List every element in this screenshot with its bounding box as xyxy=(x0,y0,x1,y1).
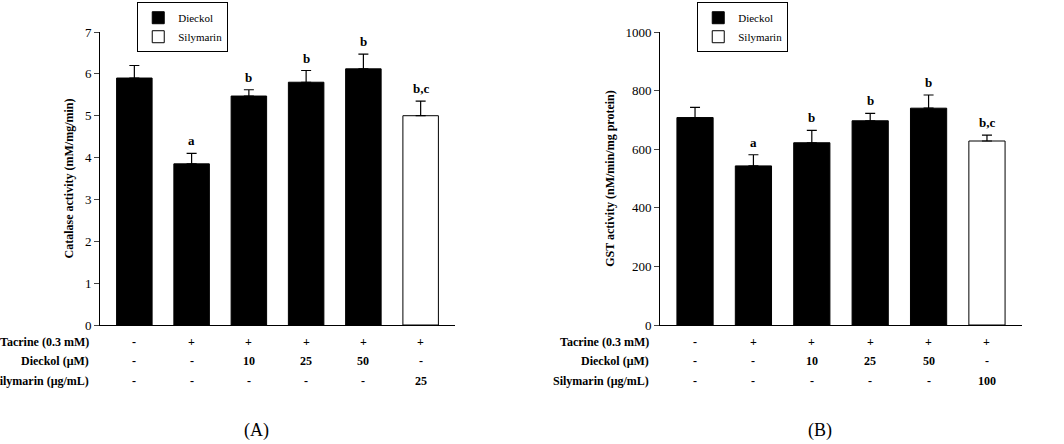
svg-text:b: b xyxy=(360,34,367,49)
svg-text:-: - xyxy=(132,374,136,388)
svg-text:Tacrine (0.3 mM): Tacrine (0.3 mM) xyxy=(0,335,89,349)
svg-text:0: 0 xyxy=(85,318,92,333)
svg-text:-: - xyxy=(304,374,308,388)
svg-text:b,c: b,c xyxy=(979,115,995,130)
svg-text:-: - xyxy=(693,335,697,349)
svg-text:25: 25 xyxy=(300,354,312,368)
svg-text:+: + xyxy=(417,335,424,349)
svg-text:-: - xyxy=(190,374,194,388)
svg-text:-: - xyxy=(132,335,136,349)
svg-text:Silymarin: Silymarin xyxy=(738,31,782,43)
svg-text:3: 3 xyxy=(85,192,92,207)
svg-text:(B): (B) xyxy=(808,420,832,441)
svg-text:Tacrine (0.3 mM): Tacrine (0.3 mM) xyxy=(560,335,649,349)
svg-text:800: 800 xyxy=(632,83,652,98)
svg-text:7: 7 xyxy=(85,25,92,40)
svg-text:25: 25 xyxy=(864,354,876,368)
svg-text:Silymarin (μg/mL): Silymarin (μg/mL) xyxy=(553,374,649,388)
svg-text:10: 10 xyxy=(806,354,818,368)
svg-text:a: a xyxy=(750,135,757,150)
svg-text:Silymarin: Silymarin xyxy=(178,31,222,43)
svg-text:a: a xyxy=(188,133,195,148)
svg-text:-: - xyxy=(751,354,755,368)
svg-text:+: + xyxy=(360,335,367,349)
svg-text:0: 0 xyxy=(645,318,652,333)
svg-text:5: 5 xyxy=(85,108,92,123)
svg-text:b,c: b,c xyxy=(413,81,429,96)
svg-text:1000: 1000 xyxy=(625,25,651,40)
svg-text:-: - xyxy=(868,374,872,388)
svg-text:Catalase activity (mM/mg/min): Catalase activity (mM/mg/min) xyxy=(62,99,76,259)
svg-text:400: 400 xyxy=(632,200,652,215)
svg-text:Dieckol: Dieckol xyxy=(738,12,773,24)
svg-text:(A): (A) xyxy=(244,420,269,441)
svg-text:-: - xyxy=(927,374,931,388)
svg-text:6: 6 xyxy=(85,66,92,81)
svg-text:-: - xyxy=(985,354,989,368)
svg-text:200: 200 xyxy=(632,259,652,274)
svg-text:+: + xyxy=(808,335,815,349)
svg-text:Silymarin (μg/mL): Silymarin (μg/mL) xyxy=(0,374,89,388)
svg-text:+: + xyxy=(983,335,990,349)
svg-text:-: - xyxy=(247,374,251,388)
svg-text:600: 600 xyxy=(632,142,652,157)
svg-text:GST activity (nM/min/mg protei: GST activity (nM/min/mg protein) xyxy=(603,90,617,267)
svg-text:2: 2 xyxy=(85,234,92,249)
svg-text:b: b xyxy=(303,51,310,66)
svg-text:Dieckol (μM): Dieckol (μM) xyxy=(21,354,89,368)
svg-text:-: - xyxy=(419,354,423,368)
svg-text:b: b xyxy=(867,93,874,108)
svg-text:b: b xyxy=(925,75,932,90)
svg-text:Dieckol (μM): Dieckol (μM) xyxy=(581,354,649,368)
svg-text:-: - xyxy=(361,374,365,388)
svg-text:+: + xyxy=(750,335,757,349)
svg-text:b: b xyxy=(245,70,252,85)
svg-text:Dieckol: Dieckol xyxy=(178,12,213,24)
svg-text:+: + xyxy=(867,335,874,349)
svg-text:+: + xyxy=(245,335,252,349)
svg-text:50: 50 xyxy=(923,354,935,368)
svg-text:+: + xyxy=(188,335,195,349)
svg-text:-: - xyxy=(693,354,697,368)
svg-text:-: - xyxy=(190,354,194,368)
svg-text:25: 25 xyxy=(415,374,427,388)
svg-text:1: 1 xyxy=(85,276,92,291)
svg-text:100: 100 xyxy=(978,374,996,388)
svg-text:50: 50 xyxy=(357,354,369,368)
svg-text:10: 10 xyxy=(243,354,255,368)
svg-text:4: 4 xyxy=(85,150,92,165)
svg-text:-: - xyxy=(693,374,697,388)
svg-text:b: b xyxy=(808,110,815,125)
svg-text:+: + xyxy=(925,335,932,349)
svg-text:-: - xyxy=(132,354,136,368)
svg-text:-: - xyxy=(810,374,814,388)
svg-text:-: - xyxy=(751,374,755,388)
svg-text:+: + xyxy=(303,335,310,349)
